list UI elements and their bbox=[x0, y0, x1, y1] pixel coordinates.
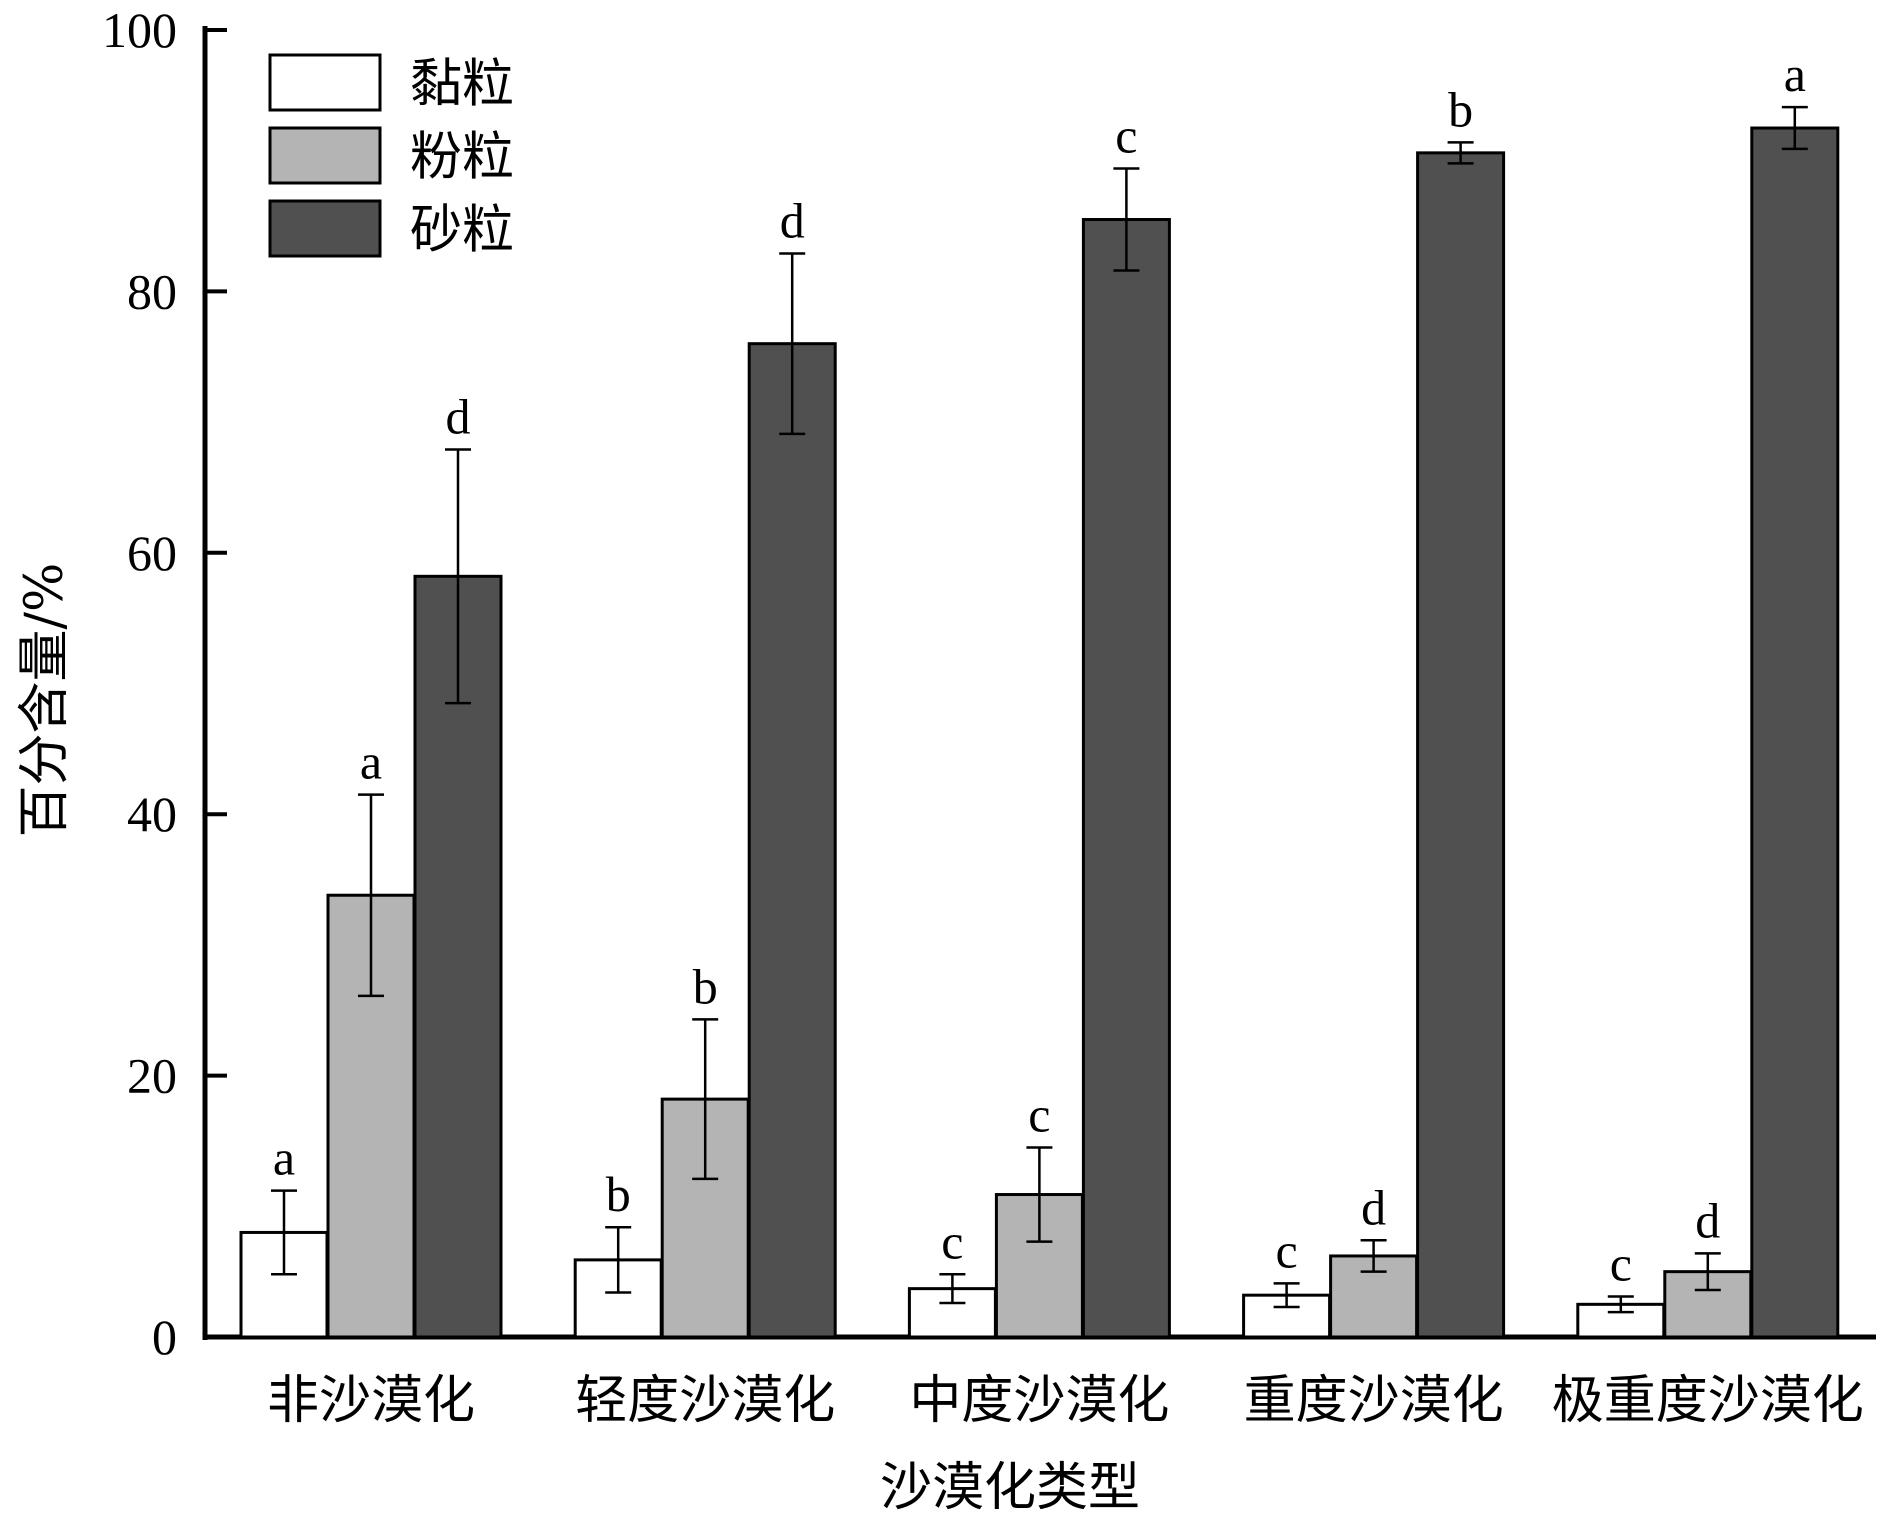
x-category-label: 轻度沙漠化 bbox=[575, 1371, 835, 1431]
bar bbox=[1416, 151, 1506, 1339]
significance-label: c bbox=[941, 1213, 963, 1269]
significance-label: a bbox=[1784, 46, 1806, 102]
y-tick-label: 60 bbox=[127, 525, 177, 581]
significance-labels: a a d b b d c c c c d b c d a bbox=[273, 46, 1806, 1291]
significance-label: d bbox=[1695, 1192, 1720, 1248]
significance-label: a bbox=[273, 1130, 295, 1186]
y-tick-label: 0 bbox=[152, 1309, 177, 1365]
x-axis-title: 沙漠化类型 bbox=[880, 1458, 1140, 1518]
y-tick-label: 20 bbox=[127, 1048, 177, 1104]
bar bbox=[1081, 218, 1171, 1339]
legend-label: 粉粒 bbox=[410, 128, 514, 188]
x-category-label: 中度沙漠化 bbox=[909, 1371, 1169, 1431]
significance-label: c bbox=[1115, 108, 1137, 164]
significance-label: b bbox=[693, 958, 718, 1014]
significance-label: d bbox=[780, 192, 805, 248]
y-tick-label: 80 bbox=[127, 263, 177, 319]
y-axis-title: 百分含量/% bbox=[15, 563, 75, 838]
significance-label: c bbox=[1275, 1222, 1297, 1278]
legend-label: 黏粒 bbox=[410, 55, 514, 115]
significance-label: c bbox=[1610, 1235, 1632, 1291]
legend-label: 砂粒 bbox=[410, 201, 514, 261]
error-bars bbox=[271, 105, 1808, 1314]
significance-label: d bbox=[1361, 1179, 1386, 1235]
x-category-label: 重度沙漠化 bbox=[1244, 1371, 1504, 1431]
y-tick-label: 40 bbox=[127, 786, 177, 842]
x-category-label: 非沙漠化 bbox=[267, 1371, 475, 1431]
significance-label: b bbox=[1448, 81, 1473, 137]
y-tick-label: 100 bbox=[102, 2, 177, 58]
x-category-label: 极重度沙漠化 bbox=[1552, 1371, 1864, 1431]
bars bbox=[239, 126, 1840, 1339]
legend-swatch bbox=[268, 199, 382, 258]
bar bbox=[1750, 126, 1840, 1339]
significance-label: d bbox=[446, 389, 471, 445]
significance-label: c bbox=[1028, 1086, 1050, 1142]
y-ticks: 0 20 40 60 80 100 bbox=[102, 2, 227, 1365]
bar bbox=[747, 342, 837, 1339]
legend-swatch bbox=[268, 53, 382, 112]
legend-swatch bbox=[268, 126, 382, 185]
significance-label: b bbox=[606, 1166, 631, 1222]
x-category-labels: 非沙漠化 轻度沙漠化 中度沙漠化 重度沙漠化 极重度沙漠化 bbox=[267, 1371, 1864, 1431]
significance-label: a bbox=[360, 734, 382, 790]
